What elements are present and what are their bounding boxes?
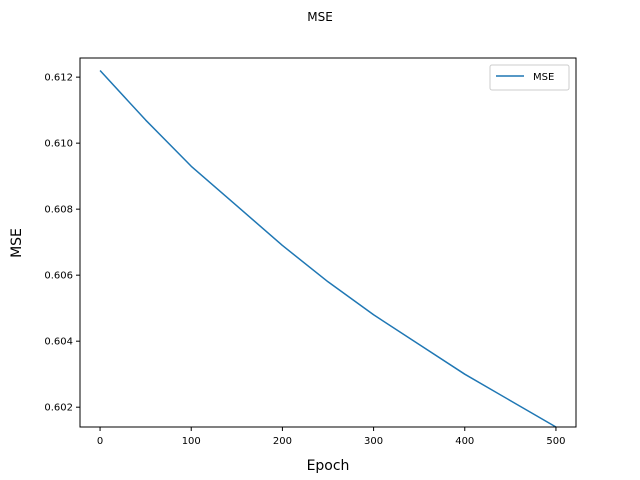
chart-title: MSE [307,10,333,24]
x-tick-label: 400 [455,436,474,447]
x-axis-ticks: 0 100 200 300 400 500 [97,427,565,447]
x-tick-label: 300 [364,436,383,447]
y-axis-label: MSE [9,228,25,258]
x-tick-label: 0 [97,436,103,447]
x-tick-label: 500 [546,436,565,447]
x-axis-label: Epoch [307,458,350,474]
legend-label-mse: MSE [533,72,554,83]
plot-area [99,70,557,428]
y-tick-label: 0.608 [44,205,73,216]
legend-box [489,64,570,91]
y-tick-label: 0.604 [44,337,73,348]
x-tick-label: 100 [182,436,201,447]
legend: MSE [489,64,570,91]
y-axis-ticks: 0.602 0.604 0.606 0.608 0.610 0.612 [44,73,80,414]
axes-frame [79,57,577,428]
series-line-mse [99,70,557,428]
y-tick-label: 0.606 [44,271,73,282]
x-tick-label: 200 [273,436,292,447]
y-tick-label: 0.610 [44,139,73,150]
y-tick-label: 0.602 [44,403,73,414]
y-tick-label: 0.612 [44,73,73,84]
